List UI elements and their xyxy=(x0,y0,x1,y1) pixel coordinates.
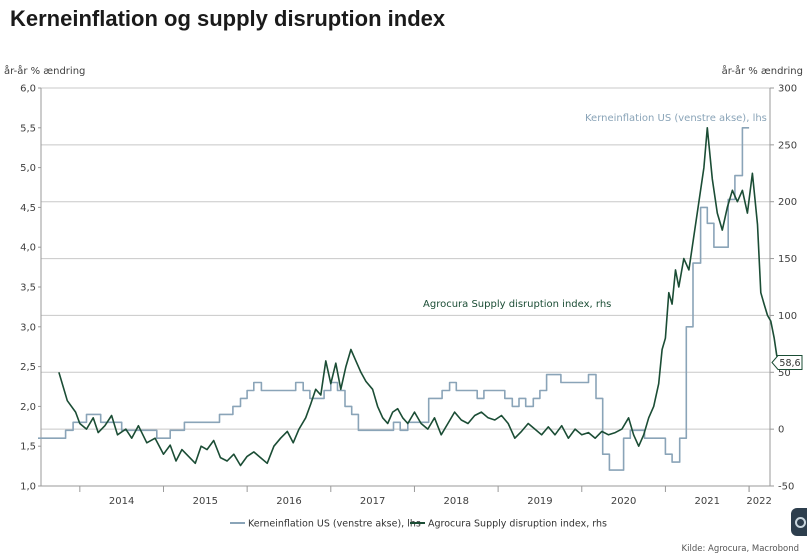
annotation-rhs-series: Agrocura Supply disruption index, rhs xyxy=(423,299,611,310)
left-tick-label: 5,5 xyxy=(20,123,36,134)
left-tick-label: 1,5 xyxy=(20,442,36,453)
right-tick-label: 200 xyxy=(778,197,797,208)
left-axis-ticks: 1,0 1,5 2,0 2,5 3,0 3,5 4,0 4,5 5,0 5,5 6,0 xyxy=(20,84,41,493)
source-note: Kilde: Agrocura, Macrobond xyxy=(681,544,799,554)
annotation-lhs-series: Kerneinflation US (venstre akse), lhs xyxy=(585,113,767,124)
legend-label-lhs: Kerneinflation US (venstre akse), lhs xyxy=(248,519,421,530)
left-tick-label: 4,0 xyxy=(20,243,36,254)
right-tick-label: 0 xyxy=(778,425,784,436)
series-line-2 xyxy=(58,127,780,467)
right-tick-label: 250 xyxy=(778,140,797,151)
x-tick-label: 2019 xyxy=(527,496,552,507)
left-tick-label: 4,5 xyxy=(20,203,36,214)
series-lines: 58,6 xyxy=(38,127,803,471)
grid-lines xyxy=(40,87,771,487)
x-tick-label: 2014 xyxy=(109,496,134,507)
right-axis-unit: år-år % ændring xyxy=(721,66,803,77)
x-tick-label: 2021 xyxy=(695,496,720,507)
x-tick-label: 2020 xyxy=(611,496,636,507)
last-value-label: 58,6 xyxy=(779,358,800,369)
series-line-1 xyxy=(38,127,750,471)
left-axis-unit: år-år % ændring xyxy=(4,66,86,77)
x-tick-label: 2022 xyxy=(746,496,771,507)
page-title: Kerneinflation og supply disruption inde… xyxy=(10,6,446,31)
legend: Kerneinflation US (venstre akse), lhs Agr… xyxy=(230,519,607,530)
left-tick-label: 5,0 xyxy=(20,163,36,174)
right-axis-ticks: -50 0 50 100 150 200 250 300 xyxy=(770,84,797,493)
x-tick-label: 2015 xyxy=(193,496,218,507)
right-tick-label: 300 xyxy=(778,84,797,95)
left-tick-label: 2,5 xyxy=(20,362,36,373)
legend-label-rhs: Agrocura Supply disruption index, rhs xyxy=(428,519,607,530)
left-tick-label: 2,0 xyxy=(20,402,36,413)
left-tick-label: 1,0 xyxy=(20,482,36,493)
x-axis-ticks: 2014 2015 2016 2017 2018 2019 2020 2021 2022 xyxy=(79,486,772,507)
left-tick-label: 3,0 xyxy=(20,322,36,333)
x-tick-label: 2016 xyxy=(276,496,301,507)
right-tick-label: 100 xyxy=(778,311,797,322)
x-tick-label: 2018 xyxy=(444,496,469,507)
right-tick-label: -50 xyxy=(778,482,794,493)
annotations: Kerneinflation US (venstre akse), lhs Agr… xyxy=(423,113,767,310)
right-tick-label: 150 xyxy=(778,254,797,265)
left-tick-label: 6,0 xyxy=(20,84,36,95)
right-tick-label: 50 xyxy=(778,368,791,379)
x-tick-label: 2017 xyxy=(360,496,385,507)
last-value-badge: 58,6 xyxy=(771,355,803,371)
corner-widget-icon[interactable] xyxy=(791,508,807,536)
last-value-box xyxy=(771,355,803,371)
left-tick-label: 3,5 xyxy=(20,283,36,294)
